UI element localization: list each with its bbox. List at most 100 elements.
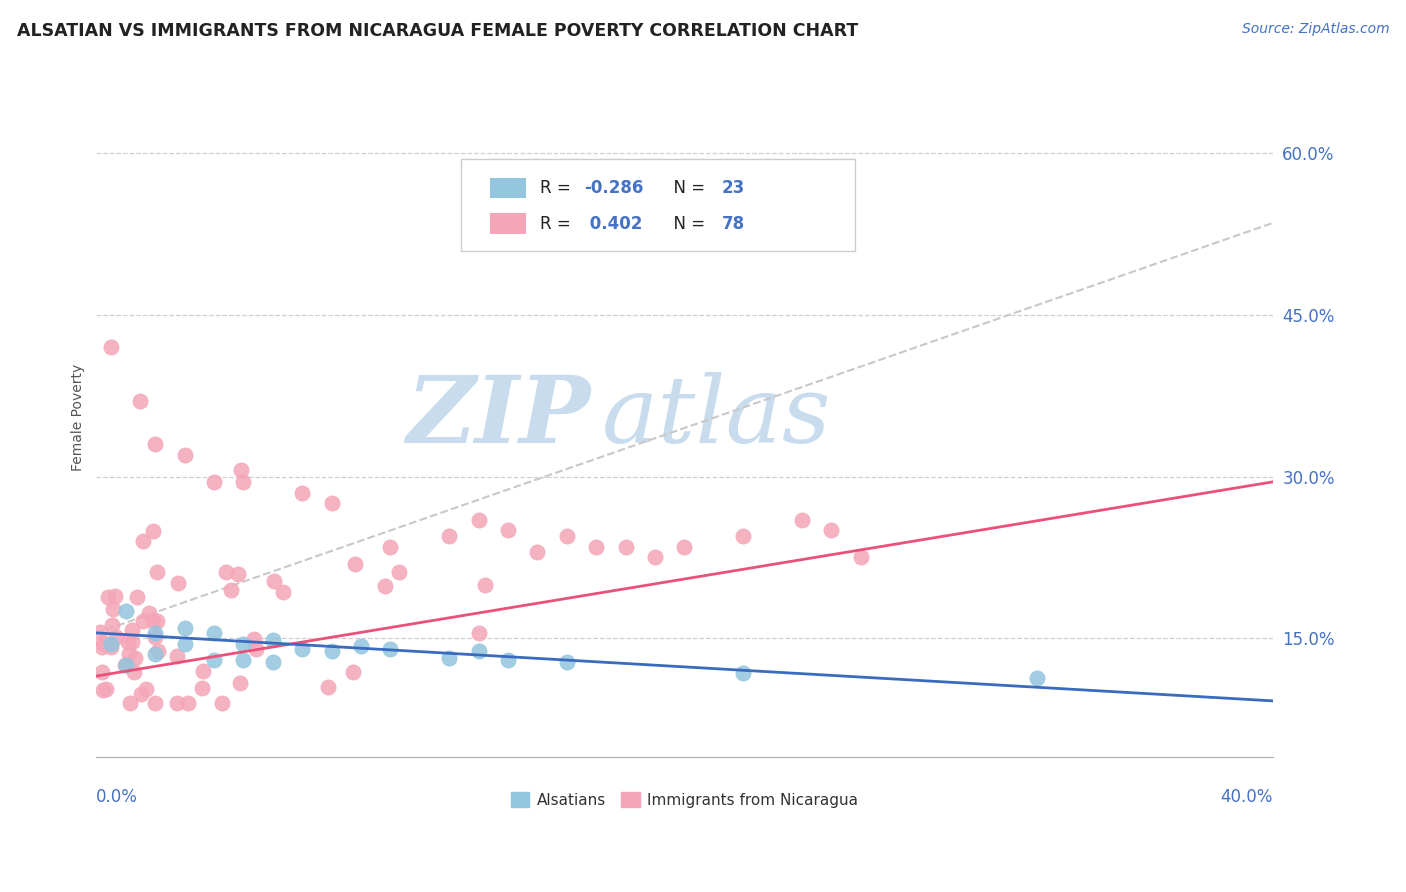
Point xyxy=(526,545,548,559)
Point xyxy=(142,524,165,538)
Point xyxy=(93,682,115,697)
Legend: Alsatians, Immigrants from Nicaragua: Alsatians, Immigrants from Nicaragua xyxy=(505,786,865,814)
Point xyxy=(733,665,755,680)
Point xyxy=(97,590,120,604)
Point xyxy=(125,590,148,604)
Point xyxy=(291,642,314,657)
Text: N =: N = xyxy=(664,179,710,197)
Point xyxy=(105,630,128,644)
Point xyxy=(104,589,127,603)
Text: Source: ZipAtlas.com: Source: ZipAtlas.com xyxy=(1241,22,1389,37)
Point xyxy=(132,533,155,548)
Text: 40.0%: 40.0% xyxy=(1220,788,1272,805)
Point xyxy=(733,529,755,543)
Point xyxy=(202,626,225,640)
Point xyxy=(263,574,285,589)
Point xyxy=(321,496,343,510)
Y-axis label: Female Poverty: Female Poverty xyxy=(72,364,86,471)
Point xyxy=(145,614,167,628)
Point xyxy=(166,696,188,710)
Text: -0.286: -0.286 xyxy=(585,179,644,197)
Point xyxy=(219,583,242,598)
Point xyxy=(132,615,155,629)
Point xyxy=(191,664,214,678)
Point xyxy=(228,675,250,690)
Point xyxy=(820,524,842,538)
Point xyxy=(437,529,460,543)
Point xyxy=(232,637,254,651)
Point xyxy=(673,540,696,554)
Point xyxy=(496,653,519,667)
Point xyxy=(437,650,460,665)
FancyBboxPatch shape xyxy=(461,159,855,251)
Point xyxy=(229,463,252,477)
Point xyxy=(790,513,813,527)
Point xyxy=(118,648,141,662)
Point xyxy=(138,606,160,620)
Text: 0.402: 0.402 xyxy=(585,215,643,233)
Point xyxy=(644,550,666,565)
Point xyxy=(271,584,294,599)
Point xyxy=(232,475,254,489)
Point xyxy=(474,578,496,592)
Point xyxy=(91,640,114,655)
Point xyxy=(1026,671,1049,685)
Point xyxy=(555,529,578,543)
Point xyxy=(380,540,402,554)
Text: 23: 23 xyxy=(723,179,745,197)
Point xyxy=(232,653,254,667)
Point xyxy=(90,665,112,680)
Point xyxy=(114,604,136,618)
Point xyxy=(173,620,195,634)
Text: 78: 78 xyxy=(723,215,745,233)
Point xyxy=(114,657,136,672)
Text: atlas: atlas xyxy=(602,372,831,462)
Point xyxy=(202,475,225,489)
Point xyxy=(496,524,519,538)
Point xyxy=(262,655,284,669)
Point xyxy=(129,687,152,701)
Point xyxy=(191,681,214,696)
FancyBboxPatch shape xyxy=(491,178,526,198)
Point xyxy=(143,648,166,662)
Point xyxy=(121,623,143,637)
Point xyxy=(146,566,169,580)
Point xyxy=(101,618,124,632)
Point xyxy=(129,394,152,409)
Point xyxy=(148,643,170,657)
Point xyxy=(135,682,157,697)
Point xyxy=(242,632,264,647)
Point xyxy=(117,634,139,648)
Point xyxy=(173,637,195,651)
Point xyxy=(173,448,195,462)
Text: R =: R = xyxy=(540,179,576,197)
Point xyxy=(614,540,637,554)
Point xyxy=(585,540,607,554)
Point xyxy=(211,696,233,710)
Point xyxy=(555,655,578,669)
Point xyxy=(142,614,165,628)
Point xyxy=(100,637,122,651)
Point xyxy=(467,626,489,640)
FancyBboxPatch shape xyxy=(491,213,526,234)
Point xyxy=(202,653,225,667)
Point xyxy=(344,557,367,571)
Point xyxy=(124,651,146,665)
Point xyxy=(94,681,117,696)
Point xyxy=(103,601,125,615)
Point xyxy=(100,640,122,654)
Point xyxy=(380,642,402,657)
Point xyxy=(321,644,343,658)
Point xyxy=(262,633,284,648)
Point xyxy=(226,567,249,582)
Text: ALSATIAN VS IMMIGRANTS FROM NICARAGUA FEMALE POVERTY CORRELATION CHART: ALSATIAN VS IMMIGRANTS FROM NICARAGUA FE… xyxy=(17,22,858,40)
Point xyxy=(143,626,166,640)
Point xyxy=(467,644,489,658)
Point xyxy=(89,624,111,639)
Point xyxy=(214,565,236,579)
Point xyxy=(467,513,489,527)
Point xyxy=(291,485,314,500)
Point xyxy=(177,696,200,710)
Point xyxy=(121,635,143,649)
Point xyxy=(100,340,122,354)
